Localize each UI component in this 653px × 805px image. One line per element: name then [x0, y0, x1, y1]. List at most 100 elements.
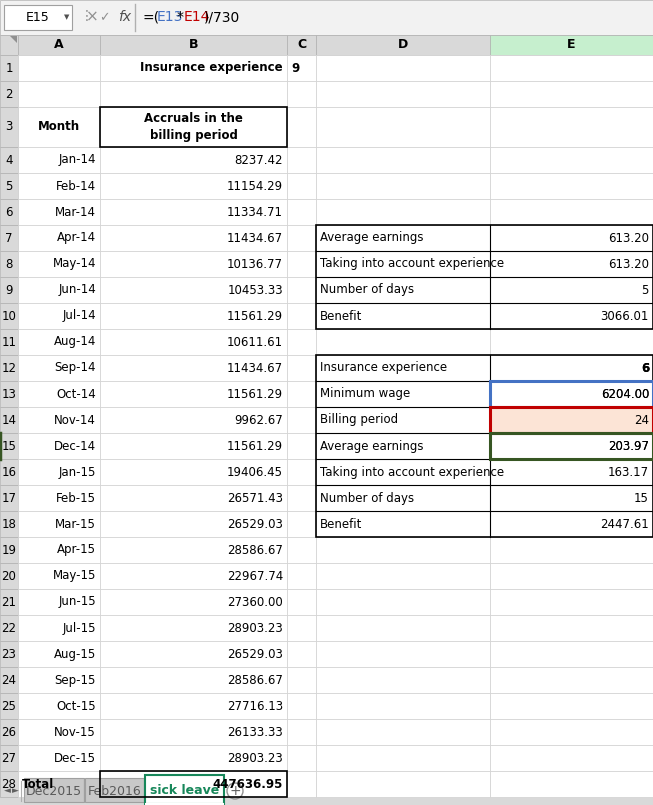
- Bar: [287, 641, 316, 667]
- Text: 5: 5: [642, 283, 649, 296]
- Bar: [287, 667, 316, 693]
- Bar: [490, 667, 653, 693]
- Text: 6204.00: 6204.00: [601, 387, 649, 401]
- Bar: [316, 615, 490, 641]
- Bar: [100, 147, 287, 173]
- Text: ◄: ◄: [3, 786, 10, 795]
- Text: 163.17: 163.17: [608, 465, 649, 478]
- Bar: [287, 303, 316, 329]
- Text: 9962.67: 9962.67: [234, 414, 283, 427]
- Bar: [287, 329, 316, 355]
- Bar: [490, 511, 653, 537]
- Bar: [0, 563, 18, 589]
- Bar: [287, 277, 316, 303]
- Bar: [287, 199, 316, 225]
- Text: ⋮: ⋮: [80, 10, 94, 23]
- Text: 203.97: 203.97: [608, 440, 649, 452]
- Text: ►: ►: [12, 786, 18, 795]
- Bar: [490, 225, 653, 251]
- Bar: [18, 433, 100, 459]
- Bar: [316, 667, 490, 693]
- Bar: [100, 719, 287, 745]
- Text: E: E: [567, 39, 576, 52]
- Bar: [100, 107, 287, 147]
- Text: Number of days: Number of days: [320, 283, 414, 296]
- Bar: [0, 745, 18, 771]
- Text: ×: ×: [86, 10, 99, 25]
- Bar: [18, 303, 100, 329]
- Text: 9: 9: [291, 61, 299, 75]
- Bar: [18, 511, 100, 537]
- Bar: [0, 355, 18, 381]
- Bar: [287, 485, 316, 511]
- Bar: [490, 433, 653, 459]
- Bar: [316, 355, 653, 537]
- Bar: [287, 615, 316, 641]
- Text: 19406.45: 19406.45: [227, 465, 283, 478]
- Bar: [287, 589, 316, 615]
- Bar: [287, 771, 316, 797]
- Text: Apr-15: Apr-15: [57, 543, 96, 556]
- Text: 203.97: 203.97: [608, 440, 649, 452]
- Text: 10: 10: [1, 309, 16, 323]
- Bar: [100, 641, 287, 667]
- Text: Taking into account experience: Taking into account experience: [320, 465, 504, 478]
- Text: Oct-15: Oct-15: [56, 700, 96, 712]
- Text: 15: 15: [634, 492, 649, 505]
- Text: 9: 9: [5, 283, 13, 296]
- Bar: [490, 485, 653, 511]
- Bar: [316, 225, 653, 329]
- Text: 20: 20: [1, 569, 16, 583]
- Text: Dec-15: Dec-15: [54, 752, 96, 765]
- Bar: [316, 693, 490, 719]
- Text: 2447.61: 2447.61: [600, 518, 649, 530]
- Text: A: A: [54, 39, 64, 52]
- Bar: [100, 433, 287, 459]
- Bar: [0, 81, 18, 107]
- Bar: [0, 777, 653, 805]
- Bar: [316, 147, 490, 173]
- Text: Dec-14: Dec-14: [54, 440, 96, 452]
- Bar: [18, 147, 100, 173]
- Text: =(: =(: [143, 10, 160, 24]
- Text: Total: Total: [22, 778, 54, 791]
- Bar: [287, 225, 316, 251]
- Bar: [490, 107, 653, 147]
- Text: 28903.23: 28903.23: [227, 621, 283, 634]
- Text: 5: 5: [5, 180, 12, 192]
- Bar: [287, 745, 316, 771]
- Bar: [0, 459, 18, 485]
- Bar: [490, 303, 653, 329]
- Text: 26: 26: [1, 725, 16, 738]
- Bar: [316, 407, 490, 433]
- Bar: [18, 277, 100, 303]
- Text: 21: 21: [1, 596, 16, 609]
- Bar: [490, 329, 653, 355]
- Bar: [0, 433, 18, 459]
- Bar: [18, 81, 100, 107]
- Text: 6: 6: [5, 205, 13, 218]
- Text: 613.20: 613.20: [608, 258, 649, 270]
- Bar: [490, 719, 653, 745]
- Bar: [287, 433, 316, 459]
- Bar: [0, 381, 18, 407]
- Text: Jan-15: Jan-15: [59, 465, 96, 478]
- Bar: [18, 745, 100, 771]
- Bar: [100, 199, 287, 225]
- Bar: [100, 251, 287, 277]
- Bar: [490, 537, 653, 563]
- Text: E13: E13: [157, 10, 183, 24]
- Text: 11334.71: 11334.71: [227, 205, 283, 218]
- Bar: [316, 81, 490, 107]
- Bar: [490, 355, 653, 381]
- Bar: [490, 433, 653, 459]
- Bar: [100, 511, 287, 537]
- Bar: [316, 199, 490, 225]
- Bar: [490, 55, 653, 81]
- Bar: [18, 719, 100, 745]
- Text: Jul-15: Jul-15: [63, 621, 96, 634]
- Text: Nov-15: Nov-15: [54, 725, 96, 738]
- Text: 27716.13: 27716.13: [227, 700, 283, 712]
- Text: Sep-14: Sep-14: [54, 361, 96, 374]
- Bar: [287, 81, 316, 107]
